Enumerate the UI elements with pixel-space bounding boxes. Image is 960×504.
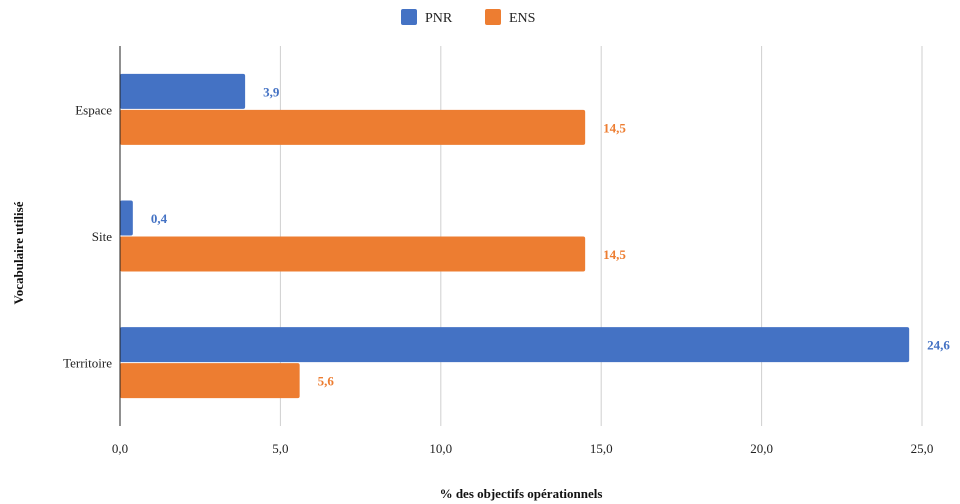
data-label-ens-territoire: 5,6 (318, 374, 335, 389)
x-axis-title: % des objectifs opérationnels (440, 486, 603, 501)
x-tick-label: 15,0 (590, 441, 613, 456)
data-label-pnr-espace: 3,9 (263, 84, 280, 99)
x-tick-label: 5,0 (272, 441, 288, 456)
y-tick-label-espace: Espace (75, 102, 112, 117)
x-tick-label: 25,0 (911, 441, 934, 456)
data-label-ens-site: 14,5 (603, 247, 626, 262)
y-axis-title: Vocabulaire utilisé (11, 201, 26, 304)
legend-swatch-pnr (401, 9, 417, 25)
bar-pnr-espace (120, 73, 246, 109)
legend-label-ens: ENS (509, 11, 535, 26)
x-tick-label: 10,0 (429, 441, 452, 456)
legend-swatch-ens (485, 9, 501, 25)
data-label-pnr-territoire: 24,6 (927, 338, 950, 353)
bar-ens-espace (120, 109, 586, 145)
bar-pnr-site (120, 200, 133, 236)
data-label-pnr-site: 0,4 (151, 211, 168, 226)
bar-ens-territoire (120, 363, 300, 399)
x-tick-label: 0,0 (112, 441, 128, 456)
y-tick-label-site: Site (92, 229, 112, 244)
x-tick-label: 20,0 (750, 441, 773, 456)
data-label-ens-espace: 14,5 (603, 120, 626, 135)
y-tick-label-territoire: Territoire (63, 356, 112, 371)
x-tick-labels: 0,0 5,0 10,0 15,0 20,0 25,0 (112, 441, 934, 456)
bar-ens-site (120, 236, 586, 272)
legend: PNR ENS (401, 9, 535, 26)
y-tick-labels: Espace Site Territoire (63, 102, 112, 370)
data-labels: 3,9 14,5 0,4 14,5 24,6 5,6 (151, 84, 951, 388)
bars (120, 73, 910, 399)
legend-label-pnr: PNR (425, 11, 453, 26)
bar-pnr-territoire (120, 327, 910, 363)
gridlines (279, 46, 923, 426)
